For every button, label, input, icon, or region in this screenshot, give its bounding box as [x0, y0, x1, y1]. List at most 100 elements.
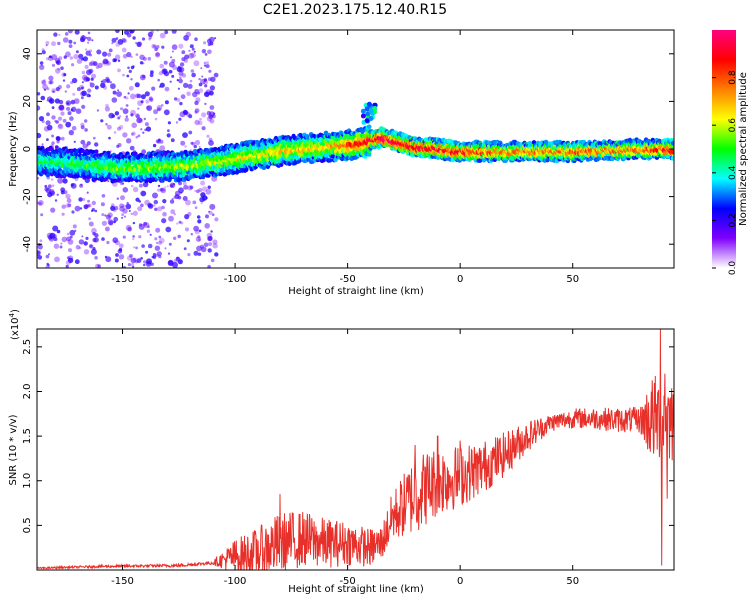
heatmap-cell — [206, 232, 213, 239]
heatmap-cell — [68, 39, 73, 44]
heatmap-cell — [83, 241, 88, 246]
heatmap-cell — [38, 202, 42, 206]
heatmap-cell — [130, 132, 134, 136]
heatmap-cell — [71, 77, 78, 84]
heatmap-cell — [108, 112, 115, 119]
heatmap-cell — [364, 106, 370, 112]
heatmap-cell — [67, 257, 74, 264]
heatmap-cell — [137, 134, 141, 137]
heatmap-cell — [182, 196, 188, 201]
heatmap-cell — [105, 256, 112, 263]
heatmap-cell — [360, 108, 366, 114]
heatmap-cell — [157, 184, 161, 188]
heatmap-cell — [101, 194, 106, 198]
heatmap-cell — [200, 67, 203, 70]
heatmap-cell — [126, 32, 132, 38]
heatmap-cell — [206, 61, 209, 65]
heatmap-cell — [66, 232, 70, 236]
heatmap-cell — [102, 51, 108, 57]
heatmap-cell — [214, 37, 217, 40]
x-tick-label: 0 — [457, 274, 463, 285]
heatmap-cell — [154, 245, 161, 251]
heatmap-cell — [204, 84, 208, 88]
snr-panel: -150 -100 -50 0 50 0.5 1.0 1.5 2.0 2.5 Height of… — [8, 309, 675, 595]
heatmap-cell — [176, 256, 179, 260]
heatmap-cell — [61, 212, 65, 216]
heatmap-cell — [137, 41, 143, 46]
heatmap-cell — [57, 67, 60, 71]
heatmap-cell — [147, 203, 154, 209]
heatmap-cell — [71, 106, 77, 113]
colorbar-label: Normalized spectral amplitude — [738, 72, 749, 226]
heatmap-cell — [156, 251, 162, 257]
heatmap-cell — [144, 91, 150, 97]
heatmap-cell — [132, 257, 137, 262]
heatmap-cell — [87, 88, 92, 93]
heatmap-cell — [82, 143, 88, 149]
heatmap-cell — [78, 197, 83, 202]
heatmap-cell — [144, 199, 150, 206]
heatmap-cell — [194, 190, 197, 192]
heatmap-cell — [122, 187, 129, 193]
heatmap-cell — [37, 255, 43, 260]
heatmap-cell — [141, 37, 146, 41]
heatmap-cell — [91, 209, 94, 212]
heatmap-cell — [184, 145, 187, 148]
heatmap-cell — [163, 109, 170, 116]
heatmap-cell — [55, 136, 60, 141]
heatmap-cell — [201, 126, 206, 131]
heatmap-cell — [178, 71, 184, 76]
heatmap-cell — [210, 258, 215, 263]
heatmap-cell — [194, 206, 198, 210]
heatmap-cell — [171, 50, 174, 53]
heatmap-cell — [147, 243, 153, 249]
heatmap-cell — [115, 253, 119, 257]
heatmap-cell — [209, 118, 215, 124]
heatmap-cell — [149, 233, 152, 236]
heatmap-cell — [135, 53, 139, 56]
heatmap-cell — [165, 226, 172, 233]
heatmap-cell — [127, 92, 130, 95]
heatmap-cell — [184, 214, 190, 220]
heatmap-cell — [135, 135, 139, 139]
heatmap-cell — [188, 49, 191, 52]
heatmap-cell — [121, 47, 127, 53]
heatmap-cell — [45, 57, 50, 61]
heatmap-cell — [132, 237, 135, 241]
heatmap-cell — [100, 80, 103, 83]
colorbar-gradient — [712, 30, 736, 268]
heatmap-cell — [106, 124, 112, 130]
heatmap-cell — [208, 242, 213, 247]
heatmap-cell — [179, 62, 185, 67]
heatmap-cell — [200, 202, 203, 205]
heatmap-cell — [114, 258, 119, 263]
heatmap-cell — [135, 197, 140, 202]
heatmap-cell — [100, 119, 104, 123]
heatmap-cell — [86, 141, 91, 146]
heatmap-cell — [68, 248, 72, 253]
heatmap-cell — [170, 138, 175, 143]
heatmap-cell — [130, 212, 133, 216]
heatmap-cell — [183, 247, 187, 251]
heatmap-cell — [88, 68, 94, 74]
heatmap-cell — [73, 140, 76, 143]
heatmap-cell — [117, 89, 120, 92]
heatmap-cell — [164, 186, 167, 189]
heatmap-cell — [62, 118, 67, 123]
heatmap-cell — [120, 195, 125, 201]
heatmap-cell — [89, 244, 93, 248]
heatmap-cell — [164, 86, 170, 92]
heatmap-cell — [197, 120, 203, 126]
heatmap-cell — [197, 252, 202, 256]
heatmap-cell — [167, 252, 171, 255]
heatmap-cell — [140, 257, 143, 260]
heatmap-cell — [63, 55, 67, 59]
heatmap-cell — [158, 71, 163, 76]
heatmap-cell — [157, 78, 160, 82]
heatmap-cell — [203, 79, 209, 85]
heatmap-cell — [88, 62, 93, 66]
spectrogram-y-axis-label: Frequency (Hz) — [8, 111, 19, 187]
heatmap-cell — [168, 61, 175, 68]
heatmap-cell — [161, 45, 165, 49]
heatmap-cell — [118, 243, 124, 249]
